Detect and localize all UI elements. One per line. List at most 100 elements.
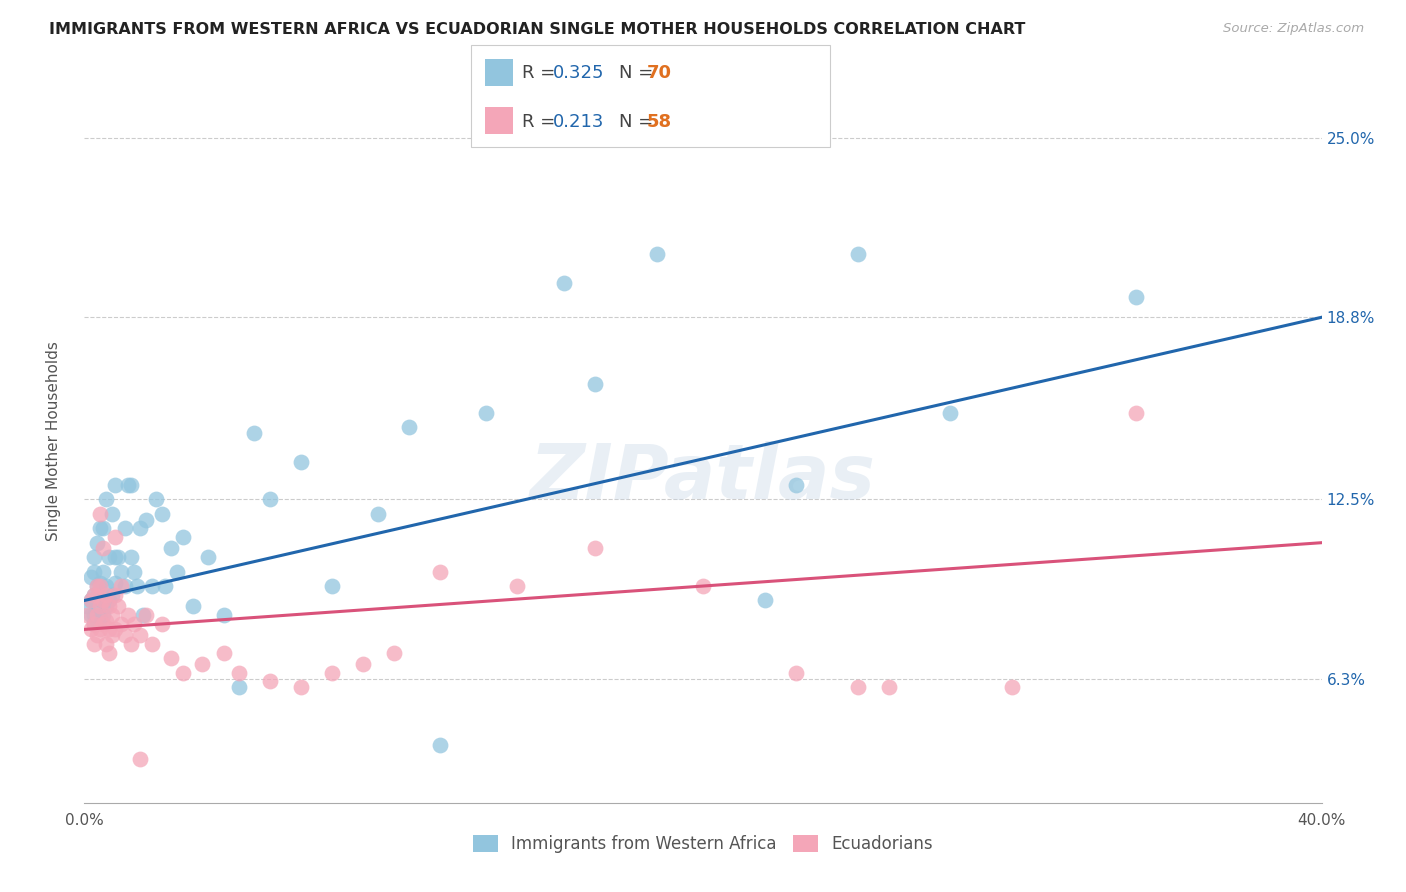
Point <box>101 588 124 602</box>
Y-axis label: Single Mother Households: Single Mother Households <box>46 342 60 541</box>
Point <box>98 550 121 565</box>
Point <box>89 593 111 607</box>
Point <box>553 276 575 290</box>
Point <box>104 530 127 544</box>
Point <box>228 665 250 680</box>
Point <box>846 680 869 694</box>
Point <box>129 521 152 535</box>
Point <box>91 593 114 607</box>
Point <box>259 492 281 507</box>
Point <box>321 579 343 593</box>
Point <box>104 550 127 565</box>
Point <box>83 607 105 622</box>
Point <box>104 588 127 602</box>
Point <box>120 478 142 492</box>
Point <box>91 565 114 579</box>
Point <box>645 246 668 260</box>
Point <box>150 507 173 521</box>
Point <box>107 550 129 565</box>
Text: 58: 58 <box>647 112 672 130</box>
Point <box>91 521 114 535</box>
Point <box>86 614 108 628</box>
Point <box>86 607 108 622</box>
Point <box>754 593 776 607</box>
Point <box>89 623 111 637</box>
Point <box>290 455 312 469</box>
Point <box>86 579 108 593</box>
Point <box>94 492 117 507</box>
Point <box>145 492 167 507</box>
Point <box>150 616 173 631</box>
Point <box>86 628 108 642</box>
Point <box>132 607 155 622</box>
Point <box>321 665 343 680</box>
Point <box>94 637 117 651</box>
Point <box>91 616 114 631</box>
Point <box>89 576 111 591</box>
Point <box>117 607 139 622</box>
Point <box>785 478 807 492</box>
Text: R =: R = <box>522 64 561 82</box>
Point <box>91 541 114 556</box>
Point <box>94 588 117 602</box>
Point <box>228 680 250 694</box>
Point <box>79 607 101 622</box>
Point <box>110 579 132 593</box>
Point <box>101 507 124 521</box>
Point <box>107 599 129 614</box>
Point <box>125 579 148 593</box>
Point <box>114 521 136 535</box>
Text: 0.213: 0.213 <box>553 112 605 130</box>
Point <box>79 623 101 637</box>
Point <box>94 599 117 614</box>
Point <box>98 646 121 660</box>
Point <box>191 657 214 671</box>
Point <box>429 738 451 752</box>
Point <box>89 579 111 593</box>
Point <box>89 521 111 535</box>
Point <box>259 674 281 689</box>
Point <box>939 406 962 420</box>
Point <box>846 246 869 260</box>
Point <box>1125 290 1147 304</box>
Point <box>110 616 132 631</box>
Point <box>120 550 142 565</box>
Point <box>160 541 183 556</box>
Point <box>197 550 219 565</box>
Point <box>98 623 121 637</box>
Point <box>114 628 136 642</box>
Point <box>290 680 312 694</box>
Point <box>83 616 105 631</box>
Point <box>79 570 101 584</box>
Point <box>101 607 124 622</box>
Legend: Immigrants from Western Africa, Ecuadorians: Immigrants from Western Africa, Ecuadori… <box>467 828 939 860</box>
Point <box>114 579 136 593</box>
Point <box>104 478 127 492</box>
Text: ZIPatlas: ZIPatlas <box>530 441 876 515</box>
Point <box>86 535 108 549</box>
Point <box>83 637 105 651</box>
Point <box>120 637 142 651</box>
Point <box>172 665 194 680</box>
Point <box>122 565 145 579</box>
Point <box>367 507 389 521</box>
Point <box>1125 406 1147 420</box>
Point <box>135 512 157 526</box>
Point <box>91 607 114 622</box>
Point <box>104 576 127 591</box>
Point <box>91 593 114 607</box>
Point <box>94 614 117 628</box>
Point <box>398 420 420 434</box>
Point <box>1001 680 1024 694</box>
Point <box>122 616 145 631</box>
Point <box>172 530 194 544</box>
Point <box>692 579 714 593</box>
Point <box>83 588 105 602</box>
Point <box>117 478 139 492</box>
Point <box>76 607 98 622</box>
Text: IMMIGRANTS FROM WESTERN AFRICA VS ECUADORIAN SINGLE MOTHER HOUSEHOLDS CORRELATIO: IMMIGRANTS FROM WESTERN AFRICA VS ECUADO… <box>49 22 1025 37</box>
Point <box>785 665 807 680</box>
Point <box>83 588 105 602</box>
Point <box>243 425 266 440</box>
Point <box>153 579 176 593</box>
